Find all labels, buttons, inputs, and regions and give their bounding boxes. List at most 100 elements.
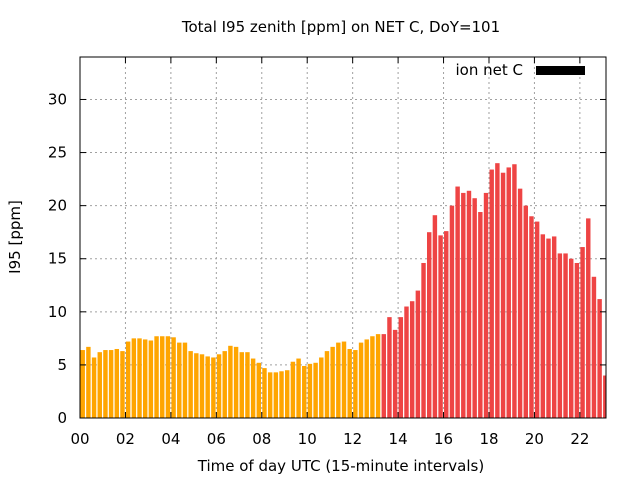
bar: [569, 258, 574, 418]
bar: [239, 352, 244, 418]
x-tick-label: 04: [161, 430, 180, 448]
bar: [398, 317, 404, 418]
bar: [563, 253, 568, 418]
bar: [330, 346, 335, 418]
bar: [290, 361, 296, 418]
bar: [154, 336, 159, 418]
bar: [216, 354, 222, 418]
bar: [228, 345, 233, 418]
x-tick-label: 18: [479, 430, 498, 448]
y-tick-label: 25: [48, 144, 67, 162]
x-tick-label: 06: [207, 430, 226, 448]
bar: [267, 372, 273, 418]
bar: [86, 346, 91, 418]
chart-title: Total I95 zenith [ppm] on NET C, DoY=101: [181, 18, 500, 36]
bar: [432, 215, 438, 418]
x-tick-label: 00: [70, 430, 89, 448]
bar: [404, 306, 409, 418]
x-tick-label: 10: [298, 430, 317, 448]
x-tick-labels: 00 02 04 06 08 10 12 14 16 18 20 22: [70, 430, 589, 448]
bar: [444, 231, 449, 418]
x-tick-label: 20: [525, 430, 544, 448]
bar: [358, 342, 364, 418]
legend-swatch: [536, 66, 585, 75]
bar: [512, 164, 517, 418]
bar: [438, 235, 443, 418]
y-tick-label: 0: [57, 409, 67, 427]
bar: [137, 338, 142, 418]
bar: [347, 348, 352, 418]
bar: [557, 253, 563, 418]
bar: [427, 232, 432, 418]
ticks: [79, 57, 606, 419]
bar: [506, 167, 511, 418]
bar: [546, 238, 551, 418]
bar: [165, 336, 171, 418]
bar: [449, 205, 455, 418]
bar: [455, 186, 460, 418]
bar: [540, 234, 546, 418]
bar: [307, 363, 313, 418]
bar: [188, 351, 193, 418]
y-tick-label: 20: [48, 197, 67, 215]
bar: [597, 299, 602, 418]
bar: [262, 368, 267, 418]
x-tick-label: 22: [570, 430, 589, 448]
bar: [523, 205, 528, 418]
bar: [273, 372, 279, 418]
bar: [461, 192, 466, 418]
bar: [392, 329, 398, 418]
bar: [313, 362, 318, 418]
bar: [284, 370, 290, 418]
bar: [551, 236, 557, 418]
bar: [421, 262, 426, 418]
bar: [336, 342, 341, 418]
y-axis-label: I95 [ppm]: [6, 200, 24, 274]
bar: [199, 354, 205, 418]
x-axis-label: Time of day UTC (15-minute intervals): [197, 457, 484, 475]
bar: [409, 301, 415, 418]
bar: [80, 350, 85, 418]
bar: [489, 169, 494, 418]
x-tick-label: 14: [389, 430, 408, 448]
bar: [534, 221, 540, 418]
bar: [319, 357, 324, 418]
bar: [387, 317, 392, 418]
bar: [114, 348, 120, 418]
bar: [131, 338, 137, 418]
bar: [591, 276, 597, 418]
bar: [177, 342, 182, 418]
bar: [120, 351, 125, 418]
bar: [233, 346, 239, 418]
y-tick-label: 5: [57, 356, 67, 374]
bar: [302, 365, 307, 418]
bar: [478, 212, 483, 418]
bar: [381, 334, 386, 418]
x-tick-label: 12: [343, 430, 362, 448]
x-tick-label: 08: [252, 430, 271, 448]
bar: [171, 337, 176, 418]
bar: [375, 334, 381, 418]
bar: [256, 362, 262, 418]
bar: [603, 375, 606, 418]
legend-label: ion net C: [456, 61, 523, 79]
bar: [574, 262, 580, 418]
bar: [500, 172, 506, 418]
bar: [466, 190, 472, 418]
x-tick-label: 02: [116, 430, 135, 448]
bar: [205, 356, 210, 418]
bar: [182, 342, 188, 418]
x-tick-label: 16: [434, 430, 453, 448]
bar: [364, 339, 369, 418]
bar: [103, 350, 108, 418]
bar: [586, 218, 591, 418]
bars: [80, 163, 606, 418]
bar: [483, 192, 489, 418]
bar: [353, 350, 358, 418]
bar: [296, 358, 301, 418]
bar: [472, 198, 477, 418]
bar: [517, 188, 523, 418]
y-tick-labels: 0 5 10 15 20 25 30: [48, 90, 67, 427]
bar: [529, 216, 534, 418]
bar: [580, 247, 585, 418]
